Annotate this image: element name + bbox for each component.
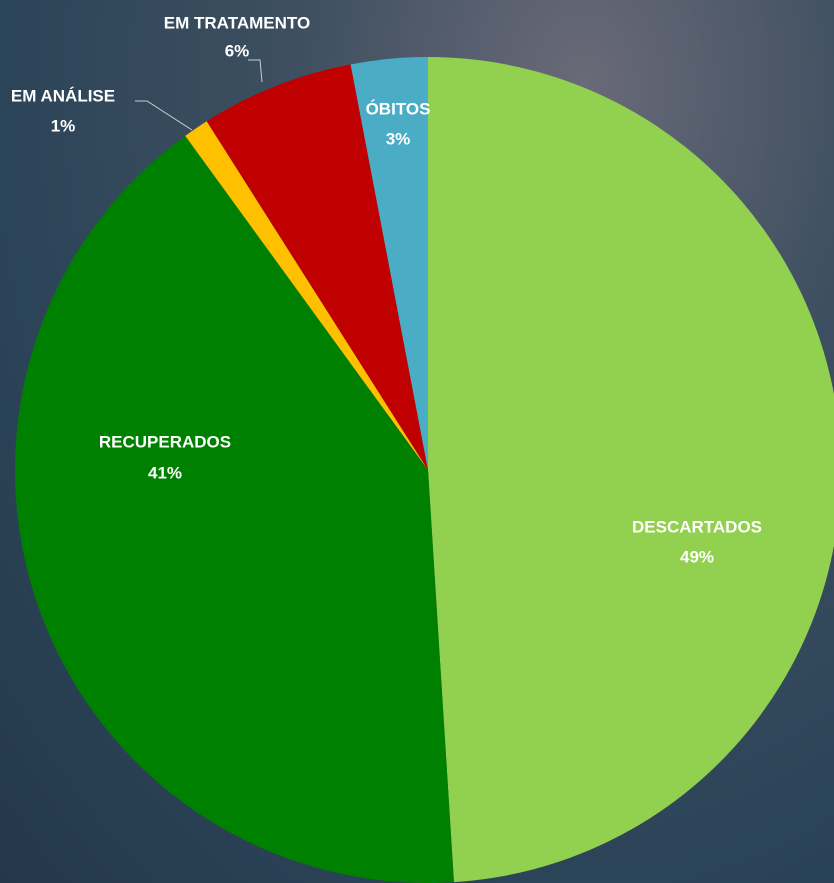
leader-line	[248, 59, 263, 83]
slice-value-label: 3%	[386, 129, 411, 148]
slice-label: EM TRATAMENTO	[164, 13, 310, 32]
slice-value-label: 1%	[51, 116, 76, 135]
slice-label: RECUPERADOS	[99, 432, 231, 451]
slice-label: EM ANÁLISE	[11, 86, 115, 105]
slice-label: ÓBITOS	[366, 99, 431, 118]
slice-label: DESCARTADOS	[632, 517, 762, 536]
slice-value-label: 6%	[225, 41, 250, 60]
slice-value-label: 41%	[148, 463, 182, 482]
pie-slice	[185, 121, 428, 470]
leader-line	[135, 100, 193, 131]
pie-slice	[428, 57, 834, 883]
pie-slice	[350, 57, 428, 470]
slice-value-label: 49%	[680, 547, 714, 566]
pie-slice	[14, 135, 454, 883]
pie-slice	[206, 64, 428, 470]
